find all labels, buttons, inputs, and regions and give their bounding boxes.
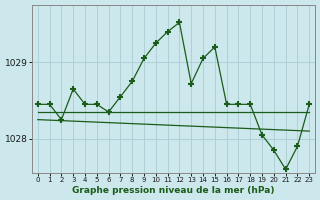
X-axis label: Graphe pression niveau de la mer (hPa): Graphe pression niveau de la mer (hPa) bbox=[72, 186, 275, 195]
